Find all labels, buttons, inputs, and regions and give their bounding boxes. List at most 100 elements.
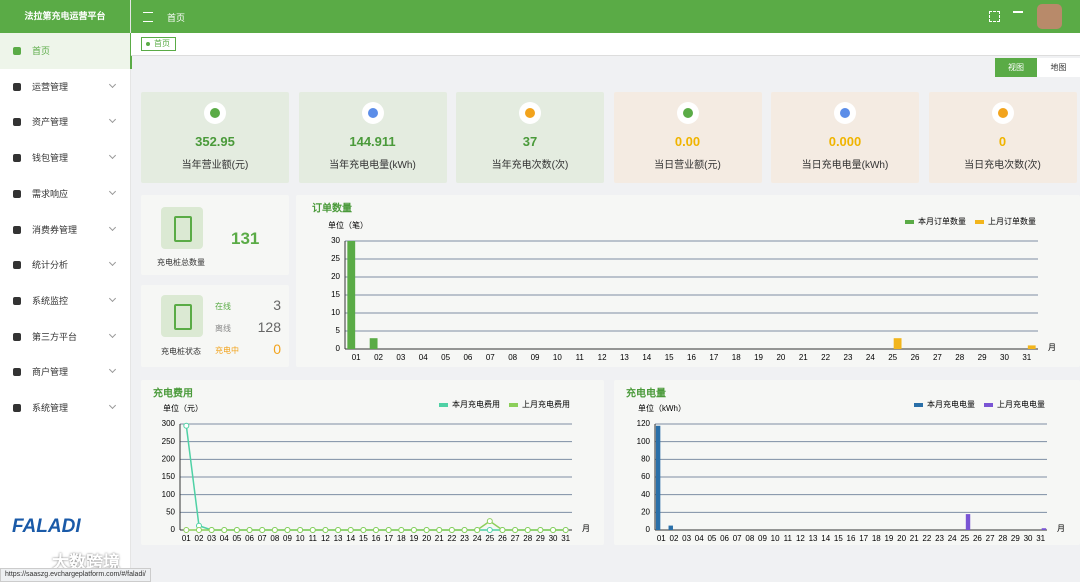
menu-item[interactable]: 商户管理 — [0, 354, 130, 390]
point — [410, 527, 417, 533]
menu-item[interactable]: 钱包管理 — [0, 140, 130, 176]
x-tick-label: 31 — [1022, 353, 1031, 362]
menu-item[interactable]: 资产管理 — [0, 104, 130, 140]
font-size-button[interactable] — [1013, 11, 1023, 23]
menu-icon — [13, 154, 21, 163]
stat-glyph — [210, 108, 220, 118]
x-tick-label: 02 — [670, 534, 679, 543]
point — [309, 527, 316, 533]
unit-label: 单位（笔） — [328, 220, 368, 230]
y-tick-label: 0 — [646, 525, 651, 534]
stat-glyph — [997, 108, 1008, 118]
menu-toggle[interactable] — [143, 12, 153, 22]
x-tick-label: 27 — [511, 534, 520, 543]
y-tick-label: 300 — [162, 419, 176, 428]
menu-item[interactable]: 系统监控 — [0, 283, 130, 319]
x-tick-label: 11 — [309, 534, 318, 543]
menu-icon — [13, 404, 21, 412]
x-tick-label: 06 — [720, 534, 729, 543]
x-tick-label: 02 — [374, 353, 383, 362]
stat-value: 37 — [522, 134, 538, 149]
legend-label: 本月订单数量 — [918, 216, 966, 226]
menu-item[interactable]: 运营管理 — [0, 69, 130, 105]
x-tick-label: 21 — [910, 534, 919, 543]
y-tick-label: 40 — [641, 490, 650, 499]
menu-item[interactable]: 统计分析 — [0, 247, 130, 283]
panel: 订单数量 单位（笔） 0 5 10 15 20 25 30 01 02 03 04 05 06 07 08 09 1… — [296, 195, 1080, 367]
x-tick-label: 23 — [844, 353, 853, 362]
menu-item[interactable]: 第三方平台 — [0, 319, 130, 355]
pile-total-label: 充电桩总数量 — [157, 258, 205, 267]
pile-glyph — [174, 304, 192, 330]
stat-label: 当日营业额(元) — [654, 160, 721, 171]
pile-icon — [161, 295, 203, 337]
x-tick-label: 08 — [745, 534, 754, 543]
legend-label: 上月充电费用 — [522, 399, 570, 409]
menu-item[interactable]: 消费券管理 — [0, 212, 130, 248]
point — [259, 527, 266, 533]
x-tick-label: 07 — [258, 534, 267, 543]
stat-card: 0.00 当日营业额(元) — [613, 92, 762, 183]
view-button[interactable]: 视图 — [995, 58, 1037, 77]
x-tick-label: 16 — [687, 353, 696, 362]
menu-icon — [13, 47, 21, 55]
y-tick-label: 25 — [331, 254, 340, 263]
menu-label: 运营管理 — [32, 81, 69, 92]
bar — [965, 514, 971, 530]
stat-card: 144.911 当年充电电量(kWh) — [298, 92, 447, 183]
tab-bar: 首页 — [131, 33, 1080, 56]
bar — [655, 425, 661, 530]
fullscreen-button[interactable] — [989, 11, 1000, 22]
bar — [668, 525, 673, 530]
map-button[interactable]: 地图 — [1037, 58, 1080, 77]
pile-icon — [161, 207, 203, 249]
menu-item[interactable]: 首页 — [0, 33, 132, 69]
x-tick-label: 01 — [182, 534, 191, 543]
x-tick-label: 08 — [270, 534, 279, 543]
menu-label: 钱包管理 — [32, 153, 69, 164]
x-tick-label: 24 — [473, 534, 482, 543]
legend-label: 本月充电电量 — [927, 399, 975, 409]
y-tick-label: 80 — [641, 454, 650, 463]
menu-label: 需求响应 — [32, 188, 69, 199]
tab[interactable]: 首页 — [141, 37, 176, 51]
x-tick-label: 05 — [707, 534, 716, 543]
x-tick-label: 05 — [232, 534, 241, 543]
stat-value: 0 — [998, 134, 1007, 149]
legend-swatch — [439, 403, 448, 407]
point — [398, 527, 405, 533]
stat-glyph — [367, 108, 378, 118]
x-unit: 月 — [1057, 524, 1065, 533]
point — [360, 527, 367, 533]
stat-icon — [519, 102, 541, 124]
x-tick-label: 18 — [397, 534, 406, 543]
x-tick-label: 27 — [933, 353, 942, 362]
y-tick-label: 100 — [162, 490, 176, 499]
stat-card: 0.000 当日充电电量(kWh) — [771, 92, 919, 183]
stat-label: 当年营业额(元) — [181, 160, 249, 171]
menu-icon — [13, 225, 21, 234]
x-tick-label: 19 — [754, 353, 763, 362]
point — [271, 527, 278, 533]
point — [550, 527, 557, 533]
point — [322, 527, 329, 533]
stat-icon — [676, 102, 699, 124]
point — [297, 527, 304, 533]
point — [486, 527, 493, 533]
y-tick-label: 120 — [637, 419, 651, 428]
point — [461, 527, 468, 533]
y-tick-label: 50 — [166, 507, 175, 516]
avatar[interactable] — [1037, 4, 1062, 29]
x-tick-label: 29 — [978, 353, 987, 362]
x-tick-label: 26 — [498, 534, 507, 543]
x-tick-label: 22 — [447, 534, 456, 543]
x-tick-label: 12 — [796, 534, 805, 543]
chart-title: 充电电量 — [626, 387, 666, 400]
x-tick-label: 27 — [986, 534, 995, 543]
menu-item[interactable]: 系统管理 — [0, 390, 130, 426]
chevron — [108, 366, 117, 374]
x-tick-label: 28 — [998, 534, 1007, 543]
status-name: 在线 — [215, 302, 231, 311]
menu-item[interactable]: 需求响应 — [0, 176, 130, 212]
